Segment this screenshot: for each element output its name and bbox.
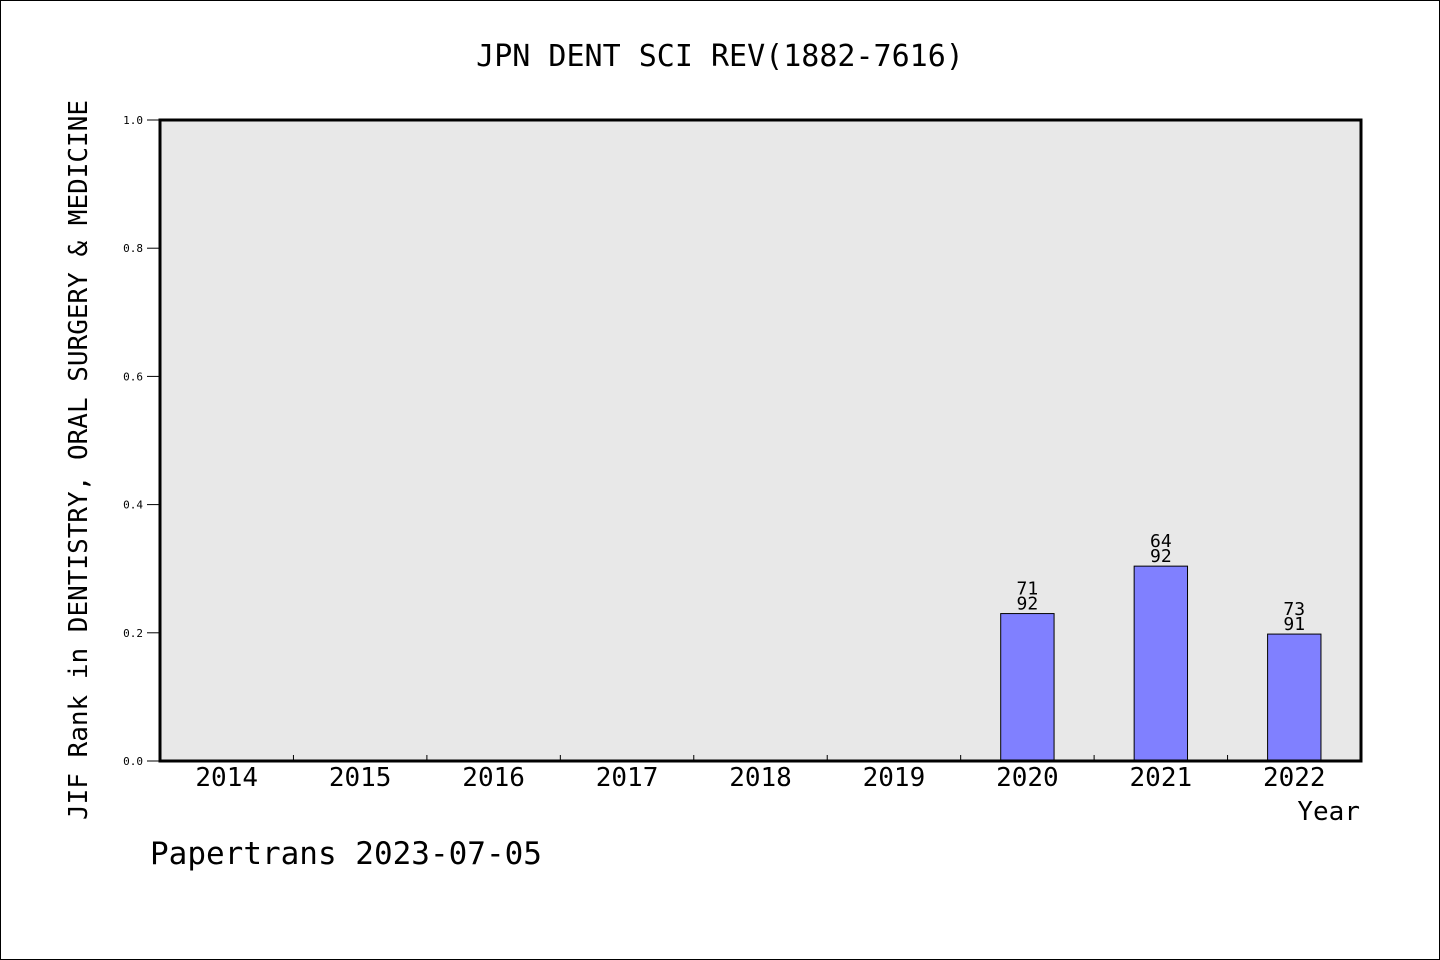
plot-frame xyxy=(158,118,1363,763)
bar-label-rank: 64 xyxy=(1150,531,1172,552)
y-axis-label: JIF Rank in DENTISTRY, ORAL SURGERY & ME… xyxy=(64,100,94,820)
x-axis-label: Year xyxy=(1297,797,1360,827)
bar-2022 xyxy=(1267,633,1322,762)
y-tick-label: 0.6 xyxy=(123,370,143,383)
y-tick-label: 0.0 xyxy=(123,755,143,768)
y-tick-label: 0.4 xyxy=(123,499,143,512)
x-tick-label: 2018 xyxy=(729,763,792,793)
x-axis-ticks: 2014 2015 2016 2017 2018 2019 2020 2021 2022 xyxy=(195,755,1326,793)
bar-label-total: 92 xyxy=(1150,546,1172,567)
y-tick-label: 0.8 xyxy=(123,242,143,255)
x-tick-label: 2017 xyxy=(596,763,659,793)
x-tick-label: 2022 xyxy=(1263,763,1326,793)
bar-label-rank: 73 xyxy=(1283,599,1305,620)
x-tick-label: 2019 xyxy=(863,763,926,793)
y-tick-label: 1.0 xyxy=(123,114,143,127)
bars xyxy=(1000,565,1322,762)
bar-2021 xyxy=(1133,565,1189,762)
bar-label-rank: 71 xyxy=(1017,579,1039,600)
bar-2020 xyxy=(1000,613,1055,762)
chart-title: JPN DENT SCI REV(1882-7616) xyxy=(476,39,964,74)
bar-label-total: 92 xyxy=(1017,594,1039,615)
x-tick-label: 2015 xyxy=(329,763,392,793)
source-label: Papertrans 2023-07-05 xyxy=(150,836,542,872)
x-tick-label: 2014 xyxy=(195,763,258,793)
x-tick-label: 2016 xyxy=(462,763,525,793)
x-tick-label: 2020 xyxy=(996,763,1059,793)
bar-label-total: 91 xyxy=(1283,614,1305,635)
x-tick-label: 2021 xyxy=(1130,763,1193,793)
y-tick-label: 0.2 xyxy=(123,627,143,640)
y-axis-ticks: 0.0 0.2 0.4 0.6 0.8 1.0 xyxy=(123,114,160,768)
